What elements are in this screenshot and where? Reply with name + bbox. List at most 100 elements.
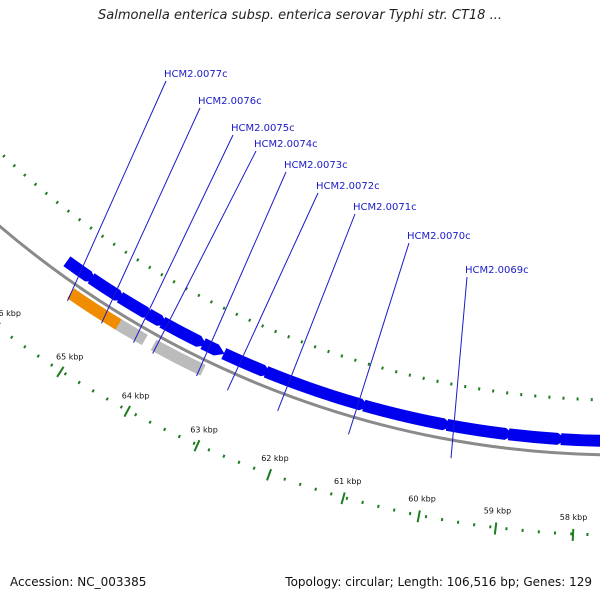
tick-mark (440, 517, 444, 522)
gene-label[interactable]: HCM2.0069c (465, 265, 529, 276)
tick-mark (163, 427, 167, 432)
tick-mark (408, 511, 412, 516)
tick-mark (184, 286, 188, 291)
reverse-cds-feature (263, 366, 370, 411)
gene-label[interactable]: HCM2.0071c (353, 202, 417, 213)
major-tick (493, 522, 498, 535)
tick-mark (329, 492, 333, 496)
tick-mark (89, 226, 93, 230)
backbone-arc (0, 224, 600, 457)
tick-mark (424, 515, 428, 519)
tick-mark (235, 312, 239, 317)
tick-mark (394, 370, 398, 374)
tick-mark (63, 372, 68, 376)
kbp-label: 66 kbp (0, 309, 21, 318)
gene-label[interactable]: HCM2.0072c (316, 181, 380, 192)
tick-mark (313, 345, 317, 349)
kbp-label: 61 kbp (334, 477, 362, 486)
major-tick (123, 405, 131, 418)
gene-label-leader (226, 192, 319, 391)
tick-mark (222, 454, 226, 458)
reverse-cds-feature (116, 292, 154, 318)
gene-label[interactable]: HCM2.0076c (198, 96, 262, 107)
tick-mark (367, 362, 371, 366)
gray-feature (150, 339, 206, 376)
reverse-cds-feature (445, 419, 515, 440)
gray-feature (115, 319, 148, 346)
gene-label-leader (101, 107, 201, 324)
tick-mark (105, 397, 109, 401)
kbp-label: 65 kbp (56, 353, 84, 362)
tick-mark (36, 354, 40, 358)
gene-label[interactable]: HCM2.0077c (164, 69, 228, 80)
tick-mark (148, 265, 152, 270)
gene-label[interactable]: HCM2.0075c (231, 123, 295, 134)
gene-label-leader (67, 80, 167, 302)
tick-mark (327, 349, 330, 354)
tick-mark (209, 300, 213, 304)
tick-mark (381, 366, 384, 370)
tick-mark (119, 405, 123, 409)
reverse-cds-feature (560, 433, 600, 447)
gene-label-leaders (67, 80, 468, 459)
tick-mark (248, 318, 252, 323)
tick-mark (192, 441, 196, 446)
tick-mark (237, 460, 241, 465)
tick-mark (408, 373, 412, 377)
feature-tracks (63, 256, 600, 447)
tick-mark (124, 250, 128, 255)
tick-mark (450, 382, 453, 386)
tick-mark (112, 242, 116, 247)
tick-mark (9, 335, 14, 340)
tick-mark (160, 272, 164, 277)
reverse-cds-feature (63, 256, 96, 282)
tick-mark (77, 380, 81, 385)
kbp-label: 63 kbp (190, 425, 218, 434)
tick-mark (222, 306, 226, 311)
gene-label[interactable]: HCM2.0073c (284, 160, 348, 171)
kbp-label: 58 kbp (560, 513, 588, 522)
tick-mark (91, 389, 95, 393)
gene-label-leader (348, 242, 410, 435)
tick-mark (50, 363, 54, 367)
reverse-cds-feature (362, 399, 453, 431)
tick-mark (172, 280, 176, 284)
major-tick (340, 492, 346, 505)
tick-mark (177, 434, 181, 439)
tick-mark (12, 163, 17, 168)
tick-mark (100, 234, 105, 239)
tick-mark (33, 182, 38, 187)
kbp-label: 64 kbp (122, 392, 150, 401)
gene-label-leader (277, 213, 356, 411)
tick-mark (274, 329, 278, 334)
map-title: Salmonella enterica subsp. enterica sero… (98, 8, 502, 23)
tick-mark (377, 504, 380, 509)
kbp-label: 59 kbp (484, 507, 512, 516)
tick-mark (283, 477, 287, 481)
gene-label[interactable]: HCM2.0074c (254, 139, 318, 150)
gene-label-leader (450, 276, 468, 459)
tick-mark (134, 412, 138, 417)
tick-mark (77, 217, 82, 222)
tick-mark (353, 358, 357, 362)
tick-mark (340, 354, 344, 358)
reverse-cds-feature (145, 308, 168, 326)
tick-mark (66, 209, 71, 213)
reverse-cds-feature (507, 428, 567, 445)
major-tick (193, 439, 201, 452)
tick-mark (44, 191, 49, 196)
tick-mark (300, 340, 304, 344)
tick-mark (197, 293, 201, 298)
tick-mark (361, 500, 364, 505)
major-tick (571, 528, 575, 541)
gene-label-leader (152, 150, 257, 354)
tick-mark (148, 420, 152, 424)
tick-mark (314, 487, 318, 491)
tick-mark (23, 173, 27, 177)
gene-label-leader (133, 134, 234, 343)
tick-mark (392, 508, 396, 512)
tick-mark (436, 379, 439, 383)
gene-label[interactable]: HCM2.0070c (407, 231, 471, 242)
